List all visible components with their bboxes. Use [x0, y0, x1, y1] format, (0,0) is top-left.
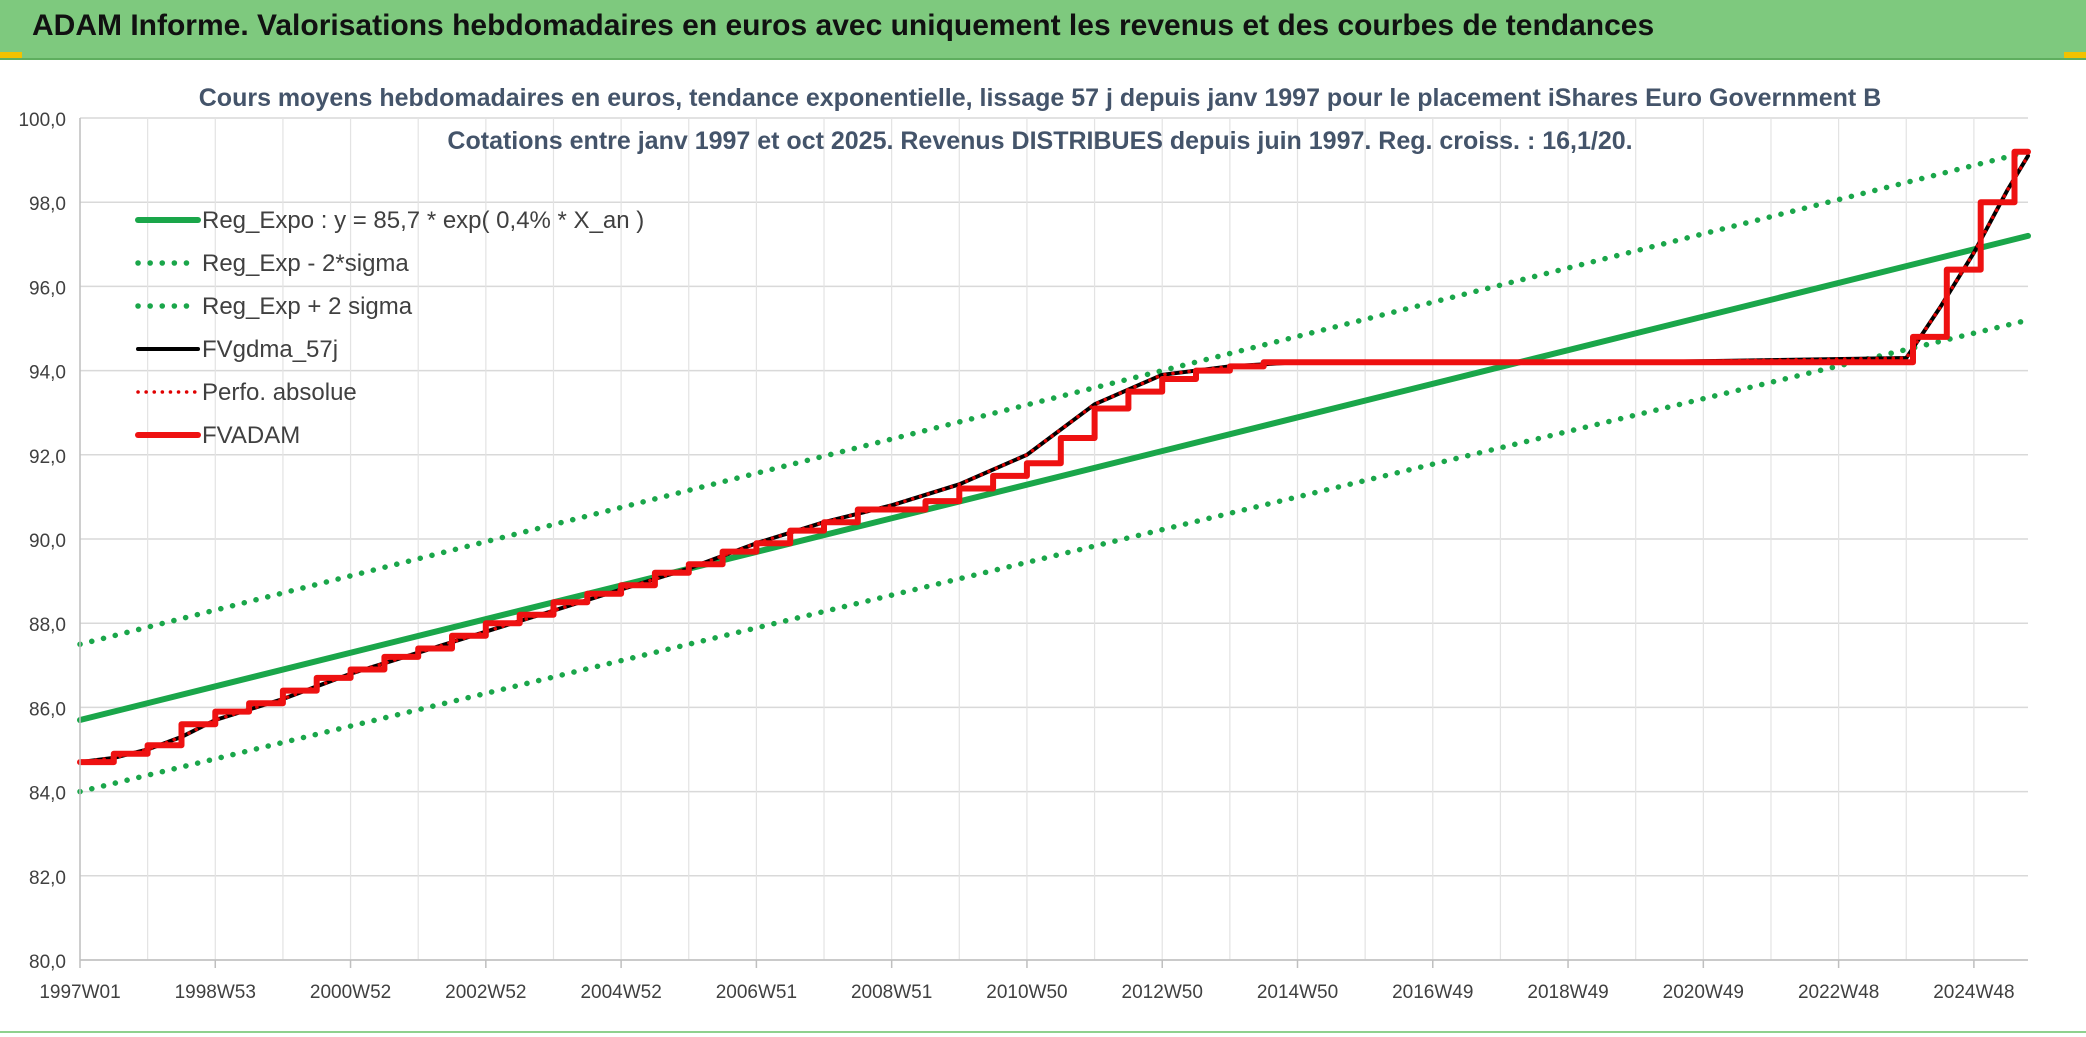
series-line-reg-expo-y-85-7-exp-0-4-x-an: [77, 232, 2031, 723]
corner-mark-right: [2064, 52, 2086, 58]
legend-entry: Reg_Exp - 2*sigma: [202, 250, 409, 277]
y-tick-label: 92,0: [29, 447, 66, 468]
chart-subtitle: Cotations entre janv 1997 et oct 2025. R…: [447, 127, 1632, 155]
y-tick-label: 98,0: [29, 194, 66, 215]
x-tick-label: 2016W49: [1392, 982, 1473, 1003]
legend-entry: Reg_Expo : y = 85,7 * exp( 0,4% * X_an ): [202, 207, 644, 234]
chart-title: Cours moyens hebdomadaires en euros, ten…: [199, 84, 1882, 112]
legend-entry: Reg_Exp + 2 sigma: [202, 293, 413, 320]
legend-entry: FVADAM: [202, 422, 300, 449]
corner-mark-left: [0, 52, 22, 58]
x-tick-label: 2000W52: [310, 982, 391, 1003]
legend-entry: Perfo. absolue: [202, 379, 357, 406]
bottom-rule: [0, 1031, 2086, 1033]
x-tick-label: 2008W51: [851, 982, 932, 1003]
y-tick-label: 84,0: [29, 784, 66, 805]
report-title: ADAM Informe. Valorisations hebdomadaire…: [32, 9, 1655, 42]
legend-entry: FVgdma_57j: [202, 336, 338, 363]
y-tick-label: 80,0: [29, 952, 66, 973]
x-tick-label: 1998W53: [175, 982, 256, 1003]
x-tick-label: 2022W48: [1798, 982, 1879, 1003]
x-tick-label: 2024W48: [1933, 982, 2014, 1003]
x-tick-label: 2002W52: [445, 982, 526, 1003]
x-tick-label: 2018W49: [1527, 982, 1608, 1003]
series-line-reg-exp-2-sigma: [77, 148, 2031, 648]
y-tick-label: 88,0: [29, 615, 66, 636]
x-tick-label: 2012W50: [1122, 982, 1203, 1003]
x-tick-label: 2004W52: [580, 982, 661, 1003]
axis-layer: 80,0 82,0 84,0 86,0 88,0 90,0 92,0 94,0 96,0 98,0…: [18, 110, 2028, 1003]
grid-layer: [79, 117, 2028, 961]
line-chart: 80,0 82,0 84,0 86,0 88,0 90,0 92,0 94,0 96,0 98,0…: [0, 60, 2086, 1037]
series-line-fvadam: [77, 148, 2031, 766]
series-layer: [77, 148, 2031, 795]
series-line-reg-exp-2-sigma: [77, 317, 2031, 795]
report-banner: ADAM Informe. Valorisations hebdomadaire…: [0, 0, 2086, 60]
y-tick-label: 86,0: [29, 699, 66, 720]
y-tick-label: 90,0: [29, 531, 66, 552]
x-tick-label: 1997W01: [39, 982, 120, 1003]
x-tick-label: 2020W49: [1663, 982, 1744, 1003]
x-tick-label: 2006W51: [716, 982, 797, 1003]
y-tick-label: 96,0: [29, 278, 66, 299]
x-tick-label: 2010W50: [986, 982, 1067, 1003]
y-tick-label: 82,0: [29, 868, 66, 889]
y-tick-label: 94,0: [29, 363, 66, 384]
x-tick-label: 2014W50: [1257, 982, 1338, 1003]
legend: Reg_Expo : y = 85,7 * exp( 0,4% * X_an )…: [135, 207, 644, 449]
y-tick-label: 100,0: [18, 110, 66, 131]
chart-canvas: 80,0 82,0 84,0 86,0 88,0 90,0 92,0 94,0 96,0 98,0…: [18, 84, 2031, 1003]
